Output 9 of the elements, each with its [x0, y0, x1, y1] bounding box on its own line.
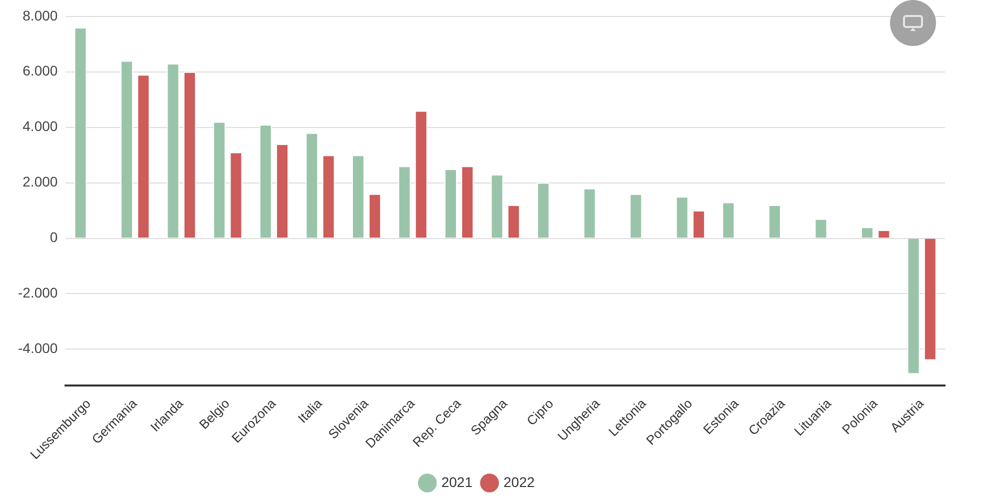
y-tick-label: 6.000 [22, 62, 58, 79]
y-tick-label: -2.000 [18, 284, 58, 301]
y-tick-label: -4.000 [18, 340, 58, 356]
legend-label: 2022 [504, 474, 535, 490]
legend-label: 2021 [441, 474, 473, 490]
y-tick-label: 8.000 [22, 7, 58, 24]
y-tick-label: 2.000 [22, 174, 58, 190]
y-tick-label: 4.000 [22, 118, 58, 134]
y-tick-label: 0 [50, 229, 58, 246]
